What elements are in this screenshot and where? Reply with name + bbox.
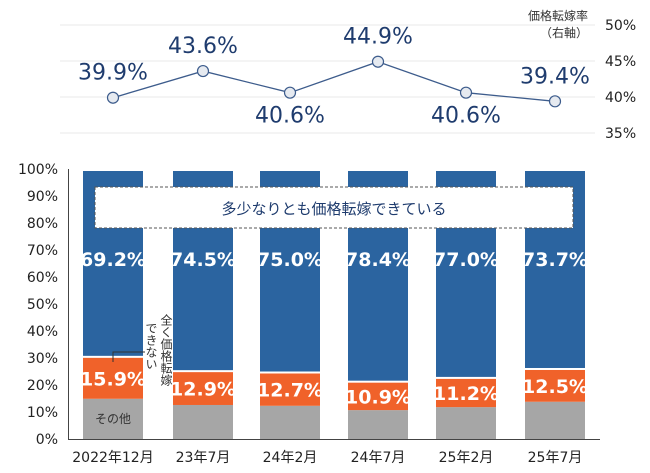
left-axis-tick: 70%: [27, 243, 58, 259]
line-point: [459, 86, 473, 99]
bar-data-label: 69.2%: [80, 249, 146, 271]
none-annotation: 全く価格転嫁: [159, 313, 173, 387]
bar-data-label: 73.7%: [522, 249, 588, 271]
bar-segment-other: [436, 407, 496, 439]
line-legend: 価格転嫁率: [528, 8, 588, 23]
x-axis-tick: 24年7月: [351, 450, 406, 466]
line-series: [112, 61, 556, 102]
partial-annotation: 多少なりとも価格転嫁できている: [221, 200, 446, 218]
line-data-label: 44.9%: [343, 25, 413, 50]
bar-segment-none: [525, 369, 585, 402]
left-axis-tick: 30%: [27, 351, 58, 367]
x-axis-tick: 23年7月: [176, 450, 231, 466]
bar-data-label: 11.2%: [433, 383, 499, 405]
line-point: [283, 86, 297, 99]
bar-segment-none: [83, 357, 143, 399]
bar-segment-other: [83, 398, 143, 439]
bar-data-label: 10.9%: [345, 386, 411, 408]
left-axis-tick: 100%: [18, 162, 58, 178]
line-point: [548, 95, 562, 108]
line-data-label: 43.6%: [168, 34, 238, 59]
left-axis-tick: 40%: [27, 324, 58, 340]
left-axis-tick: 20%: [27, 378, 58, 394]
line-data-label: 39.4%: [520, 64, 590, 89]
left-axis-tick: 90%: [27, 189, 58, 205]
partial-annotation-box: [94, 186, 574, 229]
bar-data-label: 15.9%: [80, 368, 146, 390]
line-point: [106, 91, 120, 104]
bar-segment-none: [436, 378, 496, 408]
bar-segment-other: [260, 405, 320, 439]
x-axis-tick: 24年2月: [263, 450, 318, 466]
left-axis-tick: 50%: [27, 297, 58, 313]
right-axis-tick: 40%: [605, 90, 636, 106]
line-data-label: 40.6%: [431, 104, 501, 129]
none-annotation-bracket: [112, 351, 145, 362]
bar-segment-other: [348, 410, 408, 439]
bar-segment-none: [348, 382, 408, 411]
bar-segment-none: [260, 373, 320, 406]
bar-data-label: 12.7%: [257, 380, 323, 402]
right-axis-tick: 45%: [605, 54, 636, 70]
x-axis-tick: 2022年12月: [72, 450, 153, 466]
bar-data-label: 74.5%: [170, 249, 236, 271]
left-axis-tick: 60%: [27, 270, 58, 286]
other-annotation: その他: [95, 412, 131, 426]
left-axis-tick: 80%: [27, 216, 58, 232]
line-point: [371, 55, 385, 68]
x-axis-tick: 25年7月: [528, 450, 583, 466]
bar-segment-other: [525, 401, 585, 439]
bar-data-label: 12.9%: [170, 379, 236, 401]
line-data-label: 40.6%: [255, 104, 325, 129]
line-point: [196, 64, 210, 78]
right-axis-tick: 35%: [605, 126, 636, 142]
bar-data-label: 78.4%: [345, 249, 411, 271]
bar-data-label: 12.5%: [522, 376, 588, 398]
left-axis-tick: 0%: [36, 432, 58, 448]
line-data-label: 39.9%: [78, 61, 148, 86]
left-axis-tick: 10%: [27, 405, 58, 421]
bar-segment-none: [173, 372, 233, 405]
line-legend-axis-note: （右軸）: [540, 25, 588, 40]
x-axis-tick: 25年2月: [439, 450, 494, 466]
bar-data-label: 75.0%: [257, 249, 323, 271]
right-axis-tick: 50%: [605, 18, 636, 34]
bar-segment-other: [173, 404, 233, 439]
bar-data-label: 77.0%: [433, 249, 499, 271]
none-annotation-cont: できない: [144, 322, 158, 370]
